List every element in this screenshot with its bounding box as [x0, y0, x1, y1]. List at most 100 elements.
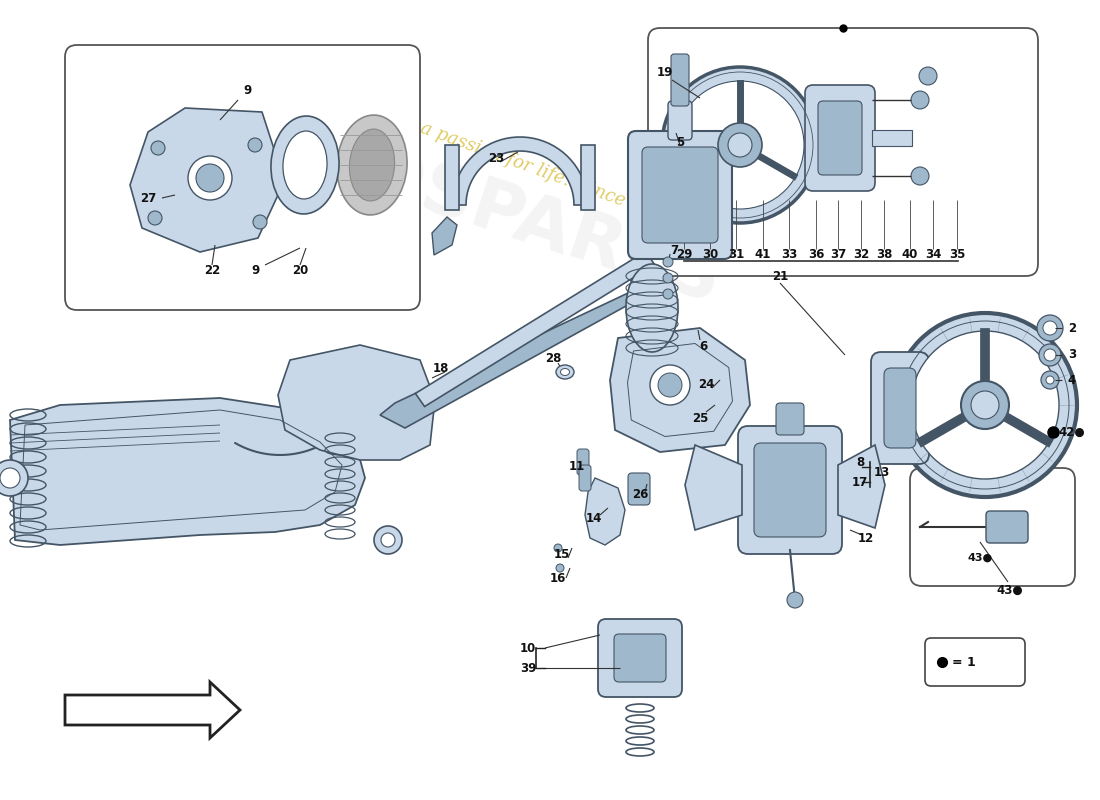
- Text: 34: 34: [925, 247, 942, 261]
- Circle shape: [148, 211, 162, 225]
- FancyBboxPatch shape: [628, 131, 732, 259]
- FancyBboxPatch shape: [925, 638, 1025, 686]
- Text: 17: 17: [851, 475, 868, 489]
- Circle shape: [911, 91, 930, 109]
- FancyBboxPatch shape: [776, 403, 804, 435]
- Circle shape: [663, 273, 673, 283]
- Text: 28: 28: [544, 353, 561, 366]
- Text: 42●: 42●: [1058, 426, 1086, 438]
- Circle shape: [718, 123, 762, 167]
- FancyBboxPatch shape: [614, 634, 666, 682]
- Text: 16: 16: [550, 571, 566, 585]
- Text: 9: 9: [251, 263, 260, 277]
- FancyBboxPatch shape: [738, 426, 842, 554]
- FancyBboxPatch shape: [884, 368, 916, 448]
- Text: 43●: 43●: [967, 553, 992, 563]
- Text: 37: 37: [829, 247, 846, 261]
- Text: 43●: 43●: [997, 583, 1023, 597]
- FancyBboxPatch shape: [578, 449, 588, 475]
- FancyBboxPatch shape: [818, 101, 862, 175]
- FancyBboxPatch shape: [986, 511, 1028, 543]
- Text: 23: 23: [488, 151, 504, 165]
- Text: 2: 2: [1068, 322, 1076, 334]
- Text: 9: 9: [244, 85, 252, 98]
- Text: 5: 5: [675, 135, 684, 149]
- FancyBboxPatch shape: [872, 130, 912, 146]
- Text: 29: 29: [675, 247, 692, 261]
- Circle shape: [658, 373, 682, 397]
- Polygon shape: [838, 445, 886, 528]
- Circle shape: [381, 533, 395, 547]
- FancyBboxPatch shape: [805, 85, 874, 191]
- Ellipse shape: [283, 131, 327, 199]
- Ellipse shape: [561, 369, 570, 375]
- Circle shape: [0, 468, 20, 488]
- Circle shape: [971, 391, 999, 419]
- Text: 27: 27: [140, 191, 156, 205]
- Text: 3: 3: [1068, 349, 1076, 362]
- Circle shape: [663, 289, 673, 299]
- Text: 30: 30: [702, 247, 718, 261]
- Polygon shape: [130, 108, 278, 252]
- Circle shape: [918, 67, 937, 85]
- Polygon shape: [685, 445, 742, 530]
- Text: 7: 7: [670, 243, 678, 257]
- Text: 40: 40: [902, 247, 918, 261]
- FancyBboxPatch shape: [668, 101, 692, 140]
- FancyBboxPatch shape: [598, 619, 682, 697]
- Circle shape: [893, 313, 1077, 497]
- Text: 33: 33: [781, 247, 798, 261]
- Circle shape: [554, 544, 562, 552]
- Polygon shape: [416, 251, 654, 406]
- Circle shape: [1044, 349, 1056, 361]
- Polygon shape: [432, 217, 456, 255]
- Text: 39: 39: [520, 662, 536, 674]
- Text: 12: 12: [858, 531, 874, 545]
- Circle shape: [961, 381, 1009, 429]
- Text: 38: 38: [876, 247, 892, 261]
- FancyBboxPatch shape: [910, 468, 1075, 586]
- Circle shape: [1037, 315, 1063, 341]
- Polygon shape: [379, 270, 670, 428]
- Circle shape: [1046, 376, 1054, 384]
- Text: 14: 14: [586, 511, 602, 525]
- Circle shape: [151, 141, 165, 155]
- Polygon shape: [278, 345, 434, 460]
- Circle shape: [676, 81, 804, 209]
- Circle shape: [188, 156, 232, 200]
- Circle shape: [253, 215, 267, 229]
- FancyBboxPatch shape: [581, 145, 595, 210]
- Polygon shape: [10, 398, 365, 545]
- FancyBboxPatch shape: [754, 443, 826, 537]
- Text: 41: 41: [755, 247, 771, 261]
- Circle shape: [1041, 371, 1059, 389]
- FancyBboxPatch shape: [446, 145, 459, 210]
- FancyBboxPatch shape: [671, 54, 689, 106]
- Ellipse shape: [556, 365, 574, 379]
- Text: 35: 35: [949, 247, 965, 261]
- FancyBboxPatch shape: [648, 28, 1038, 276]
- Text: 32: 32: [852, 247, 869, 261]
- FancyBboxPatch shape: [871, 352, 930, 464]
- Text: a passion for life...since 1947: a passion for life...since 1947: [418, 119, 676, 228]
- Circle shape: [1040, 344, 1062, 366]
- Text: 11: 11: [569, 459, 585, 473]
- Text: 10: 10: [520, 642, 536, 654]
- Polygon shape: [452, 137, 588, 205]
- Text: 21: 21: [772, 270, 788, 282]
- Polygon shape: [585, 478, 625, 545]
- Text: = 1: = 1: [952, 655, 976, 669]
- Circle shape: [196, 164, 224, 192]
- Polygon shape: [65, 682, 240, 738]
- Text: 4: 4: [1068, 374, 1076, 386]
- Text: 6: 6: [698, 339, 707, 353]
- Circle shape: [556, 564, 564, 572]
- Text: 19: 19: [657, 66, 673, 78]
- Text: 20: 20: [292, 263, 308, 277]
- Circle shape: [911, 331, 1059, 479]
- FancyBboxPatch shape: [642, 147, 718, 243]
- Text: 18: 18: [432, 362, 449, 374]
- Ellipse shape: [626, 264, 678, 352]
- Text: 36: 36: [807, 247, 824, 261]
- Text: 25: 25: [692, 411, 708, 425]
